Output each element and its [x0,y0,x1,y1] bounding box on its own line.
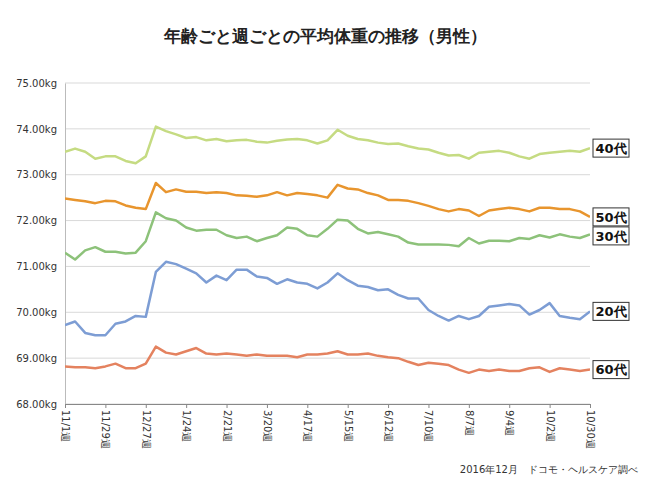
plot: 68.00kg 69.00kg 70.00kg 71.00kg 72.00kg 73.00… [16,78,629,449]
x-tick-label: 10/30週 [585,410,596,449]
y-tick: 75.00kg [16,78,65,89]
series-label-box [593,361,629,379]
series-label-box [593,227,629,245]
series-label-box [593,302,629,320]
x-tick-mark [550,404,551,408]
x-tick-mark [509,404,510,408]
x-tick: 7/10週 [423,404,434,442]
x-tick-label: 4/17週 [302,410,313,442]
y-tick-label: 73.00kg [16,169,57,180]
lines [65,127,590,373]
grid-line [65,266,590,267]
y-tick: 72.00kg [16,215,65,226]
x-tick-mark [307,404,308,408]
x-axis-line [66,405,591,409]
series-label: 60代 [593,361,629,379]
x-tick-mark [105,404,106,408]
y-axis: 68.00kg 69.00kg 70.00kg 71.00kg 72.00kg 73.00… [16,78,65,410]
chart: 年齢ごと週ごとの平均体重の推移（男性） 2016年12月 ドコモ・ヘルスケア調べ 6… [0,0,650,487]
y-tick: 74.00kg [16,124,65,135]
series-label-text: 50代 [595,210,626,225]
grid [65,83,590,404]
y-tick: 70.00kg [16,307,65,318]
x-axis: 11/1週 11/29週 12/27週 1/24週 2/21週 3/20週 4/17週 5/1… [60,404,596,449]
x-tick-mark [146,404,147,408]
y-tick-label: 70.00kg [16,307,57,318]
x-tick-mark [65,404,66,408]
x-tick-label: 2/21週 [222,410,233,442]
series-label-box [593,208,629,226]
series-line [65,212,590,259]
x-tick: 12/27週 [141,404,152,449]
grid-line [65,220,590,221]
x-tick: 5/15週 [343,404,354,442]
x-tick: 10/30週 [585,404,596,449]
x-tick-label: 5/15週 [343,410,354,442]
y-tick-label: 71.00kg [16,261,57,272]
x-tick-mark [227,404,228,408]
y-tick-label: 74.00kg [16,124,57,135]
series-label-box [593,139,629,157]
x-tick-label: 3/20週 [262,410,273,442]
title: 年齢ごと週ごとの平均体重の推移（男性） [163,26,487,46]
y-tick: 71.00kg [16,261,65,272]
x-tick-mark [348,404,349,408]
x-tick: 10/2週 [545,404,556,442]
source: 2016年12月 ドコモ・ヘルスケア調べ [460,464,638,475]
x-tick-mark [590,404,591,408]
x-tick: 11/29週 [100,404,111,449]
series-labels: 40代 50代 30代 20代 60代 [593,139,629,378]
x-tick: 4/17週 [302,404,313,442]
x-tick-mark [428,404,429,408]
x-tick-mark [267,404,268,408]
x-tick: 9/4週 [504,404,515,436]
grid-line [65,358,590,359]
x-tick: 8/7週 [464,404,475,436]
x-tick-label: 11/29週 [100,410,111,449]
y-tick-label: 72.00kg [16,215,57,226]
y-tick-label: 69.00kg [16,353,57,364]
series-label: 20代 [593,302,629,320]
series-label-text: 40代 [595,141,626,156]
series-label: 30代 [593,227,629,245]
grid-line [65,312,590,313]
y-tick-label: 75.00kg [16,78,57,89]
series-line [65,127,590,164]
x-tick: 1/24週 [181,404,192,442]
grid-line [65,83,590,84]
y-axis-line [65,84,66,405]
x-tick-mark [388,404,389,408]
x-tick-label: 7/10週 [423,410,434,442]
series-label-text: 60代 [595,362,626,377]
x-tick-label: 8/7週 [464,410,475,436]
x-tick-mark [186,404,187,408]
x-tick: 2/21週 [222,404,233,442]
x-tick: 6/12週 [383,404,394,442]
y-tick: 73.00kg [16,169,65,180]
series-line [65,262,590,335]
y-tick: 68.00kg [16,399,65,410]
x-tick-label: 9/4週 [504,410,515,436]
x-tick-label: 1/24週 [181,410,192,442]
series-line [65,183,590,217]
x-tick: 11/1週 [60,404,71,442]
y-tick-label: 68.00kg [16,399,57,410]
x-tick-label: 10/2週 [545,410,556,442]
x-tick: 3/20週 [262,404,273,442]
series-line [65,347,590,373]
x-tick-label: 12/27週 [141,410,152,449]
series-label: 40代 [593,139,629,157]
grid-line [65,174,590,175]
x-tick-label: 11/1週 [60,410,71,442]
series-label-text: 20代 [595,304,626,319]
x-tick-mark [469,404,470,408]
series-label: 50代 [593,208,629,226]
x-tick-label: 6/12週 [383,410,394,442]
series-label-text: 30代 [595,229,626,244]
y-tick: 69.00kg [16,353,65,364]
grid-line [65,128,590,129]
